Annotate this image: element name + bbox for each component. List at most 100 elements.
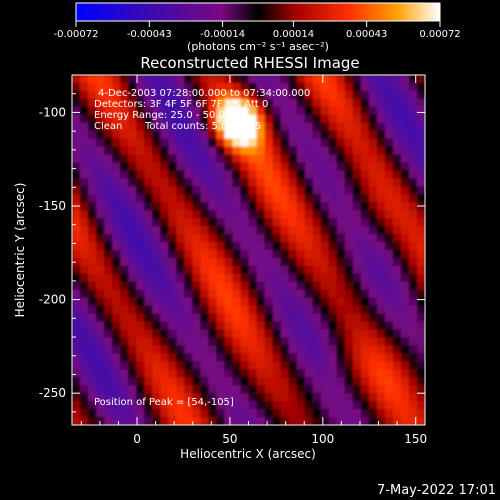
heatmap-cell — [136, 162, 145, 172]
heatmap-cell — [312, 178, 322, 187]
heatmap-cell — [216, 321, 226, 331]
heatmap-cell — [280, 154, 290, 164]
heatmap-cell — [352, 226, 362, 235]
heatmap-cell — [320, 313, 330, 323]
heatmap-cell — [112, 393, 121, 402]
heatmap-cell — [304, 170, 314, 179]
heatmap-cell — [368, 178, 378, 187]
heatmap-cell — [352, 273, 362, 283]
heatmap-cell — [216, 369, 226, 378]
heatmap-cell — [368, 329, 378, 339]
heatmap-cell — [384, 305, 394, 315]
heatmap-cell — [144, 257, 153, 267]
heatmap-cell — [96, 170, 105, 179]
heatmap-cell — [168, 337, 177, 347]
heatmap-cell — [368, 409, 378, 418]
heatmap-cell — [88, 321, 97, 331]
heatmap-cell — [280, 265, 290, 275]
heatmap-cell — [376, 329, 386, 339]
heatmap-cell — [96, 154, 105, 164]
heatmap-cell — [392, 321, 402, 331]
heatmap-cell — [352, 242, 362, 251]
heatmap-cell — [376, 75, 386, 84]
heatmap-cell — [144, 361, 153, 370]
colorbar-tick-label: -0.00043 — [127, 29, 172, 40]
heatmap-cell — [168, 369, 177, 378]
heatmap-cell — [256, 218, 266, 227]
heatmap-cell — [136, 297, 145, 307]
heatmap-cell — [96, 393, 105, 402]
heatmap-cell — [128, 226, 137, 235]
heatmap-cell — [368, 154, 378, 164]
heatmap-cell — [160, 122, 169, 132]
heatmap-cell — [104, 250, 113, 259]
heatmap-cell — [272, 401, 282, 410]
heatmap-cell — [264, 82, 274, 92]
heatmap-cell — [288, 154, 298, 164]
heatmap-cell — [80, 361, 89, 370]
heatmap-cell — [240, 234, 250, 243]
heatmap-cell — [200, 226, 209, 235]
heatmap-cell — [304, 377, 314, 386]
heatmap-cell — [208, 106, 218, 116]
heatmap-cell — [320, 401, 330, 410]
heatmap-cell — [112, 289, 121, 299]
heatmap-cell — [368, 281, 378, 291]
heatmap-cell — [152, 202, 161, 211]
heatmap-cell — [368, 162, 378, 172]
heatmap-cell — [328, 154, 338, 164]
heatmap-cell — [120, 114, 129, 124]
heatmap-cell — [152, 361, 161, 370]
heatmap-cell — [128, 385, 137, 394]
heatmap-cell — [368, 75, 378, 84]
heatmap-cell — [312, 98, 322, 108]
heatmap-cell — [208, 154, 218, 164]
heatmap-cell — [280, 353, 290, 362]
heatmap-cell — [240, 226, 250, 235]
heatmap-cell — [216, 401, 226, 410]
heatmap-cell — [344, 170, 354, 179]
heatmap-cell — [272, 369, 282, 378]
heatmap-cell — [120, 401, 129, 410]
heatmap-cell — [312, 122, 322, 132]
heatmap-cell — [80, 321, 89, 331]
heatmap-cell — [352, 178, 362, 187]
heatmap-cell — [280, 289, 290, 299]
heatmap-cell — [96, 122, 105, 132]
heatmap-cell — [136, 234, 145, 243]
heatmap-cell — [416, 385, 425, 394]
heatmap-cell — [280, 75, 290, 84]
heatmap-cell — [400, 114, 410, 124]
heatmap-cell — [416, 265, 425, 275]
heatmap-cell — [160, 162, 169, 172]
heatmap-cell — [304, 130, 314, 140]
heatmap-cell — [224, 257, 234, 267]
heatmap-cell — [376, 250, 386, 259]
heatmap-cell — [384, 218, 394, 227]
heatmap-cell — [352, 353, 362, 362]
heatmap-cell — [248, 289, 258, 299]
heatmap-cell — [304, 146, 314, 156]
heatmap-cell — [152, 98, 161, 108]
heatmap-cell — [232, 162, 242, 172]
heatmap-cell — [168, 377, 177, 386]
heatmap-cell — [192, 218, 201, 227]
heatmap-cell — [144, 178, 153, 187]
heatmap-cell — [256, 122, 266, 132]
heatmap-cell — [72, 257, 81, 267]
heatmap-cell — [200, 242, 209, 251]
heatmap-cell — [160, 377, 169, 386]
heatmap-cell — [416, 114, 425, 124]
heatmap-cell — [152, 138, 161, 148]
heatmap-cell — [88, 401, 97, 410]
heatmap-cell — [312, 289, 322, 299]
heatmap-cell — [360, 297, 370, 307]
heatmap-cell — [160, 361, 169, 370]
heatmap-cell — [208, 162, 218, 172]
heatmap-cell — [288, 297, 298, 307]
heatmap-cell — [168, 393, 177, 402]
heatmap-cell — [312, 273, 322, 283]
heatmap-cell — [344, 75, 354, 84]
heatmap-cell — [328, 361, 338, 370]
heatmap-cell — [208, 257, 218, 267]
